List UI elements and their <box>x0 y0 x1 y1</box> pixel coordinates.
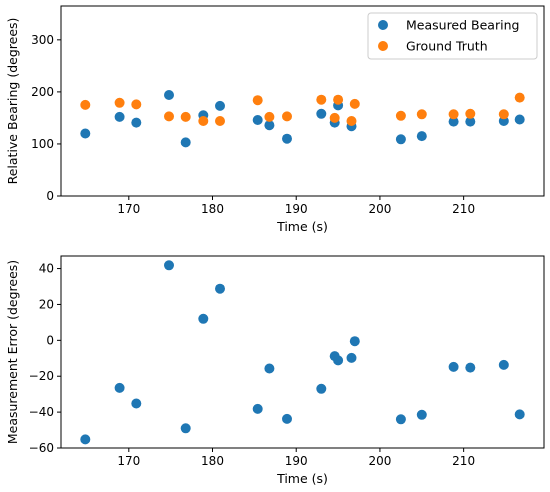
y-axis-label: Measurement Error (degrees) <box>5 260 20 444</box>
data-point <box>252 95 263 106</box>
x-tick-label: 190 <box>285 454 308 468</box>
data-point <box>498 359 509 370</box>
data-point <box>80 128 91 139</box>
data-point <box>465 116 476 127</box>
data-point <box>215 116 225 126</box>
data-point <box>164 260 174 271</box>
legend: Measured Bearing Ground Truth <box>367 12 538 60</box>
data-point <box>346 352 357 363</box>
data-point <box>180 423 191 434</box>
data-point <box>131 117 142 128</box>
data-point <box>416 409 427 420</box>
data-point <box>215 283 225 294</box>
data-point <box>448 361 459 372</box>
data-point <box>180 111 191 122</box>
series-1-points <box>80 260 525 445</box>
x-tick-label: 200 <box>368 454 391 468</box>
y-tick-label: −40 <box>29 405 54 419</box>
data-point <box>164 111 174 122</box>
data-point <box>316 108 327 119</box>
data-point <box>316 383 327 394</box>
data-point <box>80 99 91 110</box>
data-point <box>349 98 360 109</box>
data-point <box>514 92 525 103</box>
y-tick-label: −20 <box>29 369 54 383</box>
data-point <box>282 111 292 122</box>
x-tick-label: 190 <box>285 202 308 216</box>
data-point <box>346 116 357 126</box>
data-point <box>465 362 476 373</box>
data-point <box>131 398 142 409</box>
data-point <box>264 111 275 122</box>
data-point <box>416 131 427 142</box>
data-point <box>498 109 509 120</box>
plot-frame <box>60 255 545 449</box>
data-point <box>416 109 427 120</box>
data-point <box>514 409 525 420</box>
data-point <box>349 336 360 347</box>
data-point <box>395 134 406 145</box>
data-point <box>198 116 209 126</box>
data-point <box>448 109 459 120</box>
y-tick-label: −60 <box>29 441 54 455</box>
x-tick-label: 210 <box>452 202 475 216</box>
data-point <box>215 100 225 111</box>
series-1-points <box>80 90 525 148</box>
legend-label: Ground Truth <box>406 39 488 54</box>
y-axis-label: Relative Bearing (degrees) <box>5 18 20 185</box>
data-point <box>114 97 125 108</box>
data-point <box>80 434 91 445</box>
x-tick-label: 180 <box>201 454 224 468</box>
data-point <box>198 313 209 324</box>
data-point <box>395 414 406 425</box>
y-tick-label: 300 <box>31 33 54 47</box>
data-point <box>448 116 459 127</box>
data-point <box>252 403 263 414</box>
x-tick-label: 210 <box>452 454 475 468</box>
data-point <box>282 413 292 424</box>
data-point <box>282 133 292 144</box>
x-tick-label: 170 <box>117 202 140 216</box>
data-point <box>333 94 344 105</box>
x-tick-label: 170 <box>117 454 140 468</box>
data-point <box>395 110 406 121</box>
y-tick-label: 0 <box>46 333 54 347</box>
y-tick-label: 20 <box>39 297 54 311</box>
legend-marker <box>378 41 388 51</box>
data-point <box>316 94 327 105</box>
y-tick-label: 100 <box>31 137 54 151</box>
x-tick-label: 200 <box>368 202 391 216</box>
chart-panel-1: 170 180 190 200 210 0 100 200 300 Time (s) Relativ… <box>5 5 545 234</box>
data-point <box>333 355 344 366</box>
legend-label: Measured Bearing <box>406 18 519 33</box>
data-point <box>264 120 275 131</box>
data-point <box>164 90 174 100</box>
data-point <box>252 115 263 125</box>
plot-frame <box>60 5 545 197</box>
legend-box <box>367 12 538 60</box>
y-tick-label: 200 <box>31 85 54 99</box>
chart-panel-2: 170 180 190 200 210 −60 −40 −20 0 20 40 Time (s) Mea… <box>5 255 545 486</box>
y-tick-label: 0 <box>46 189 54 203</box>
y-tick-label: 40 <box>39 262 54 276</box>
data-point <box>514 114 525 125</box>
x-axis-label: Time (s) <box>276 471 328 486</box>
data-point <box>180 137 191 148</box>
data-point <box>465 108 476 119</box>
data-point <box>114 382 125 393</box>
series-2-points <box>80 92 525 126</box>
x-axis-label: Time (s) <box>276 219 328 234</box>
data-point <box>329 112 340 123</box>
x-tick-label: 180 <box>201 202 224 216</box>
data-point <box>264 363 275 374</box>
legend-marker <box>378 20 388 30</box>
data-point <box>131 99 142 110</box>
data-point <box>114 111 125 122</box>
